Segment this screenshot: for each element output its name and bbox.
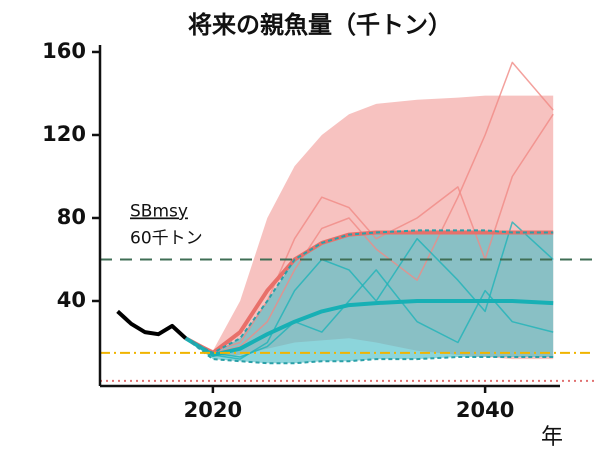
y-tick-label: 80 xyxy=(57,205,86,229)
y-tick-label: 160 xyxy=(42,39,86,63)
uncertainty-band xyxy=(185,230,554,364)
x-tick-label: 2020 xyxy=(184,398,242,422)
x-tick-label: 2040 xyxy=(456,398,514,422)
series-line xyxy=(116,309,188,340)
x-axis-label: 年 xyxy=(541,425,563,450)
series-line xyxy=(184,299,554,357)
band-edge xyxy=(185,229,554,355)
y-tick-label: 40 xyxy=(57,288,86,312)
series-line xyxy=(185,269,554,358)
reference-label: SBmsy xyxy=(130,201,188,221)
band-edge xyxy=(185,337,554,365)
chart-title: 将来の親魚量（千トン） xyxy=(188,11,452,39)
y-tick-label: 120 xyxy=(42,122,86,146)
series-line xyxy=(185,221,554,360)
reference-label: 60千トン xyxy=(130,228,203,248)
